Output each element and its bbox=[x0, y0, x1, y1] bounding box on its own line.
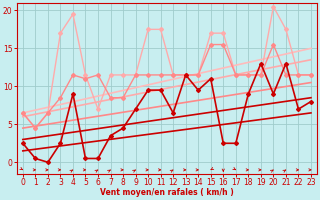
X-axis label: Vent moyen/en rafales ( km/h ): Vent moyen/en rafales ( km/h ) bbox=[100, 188, 234, 197]
